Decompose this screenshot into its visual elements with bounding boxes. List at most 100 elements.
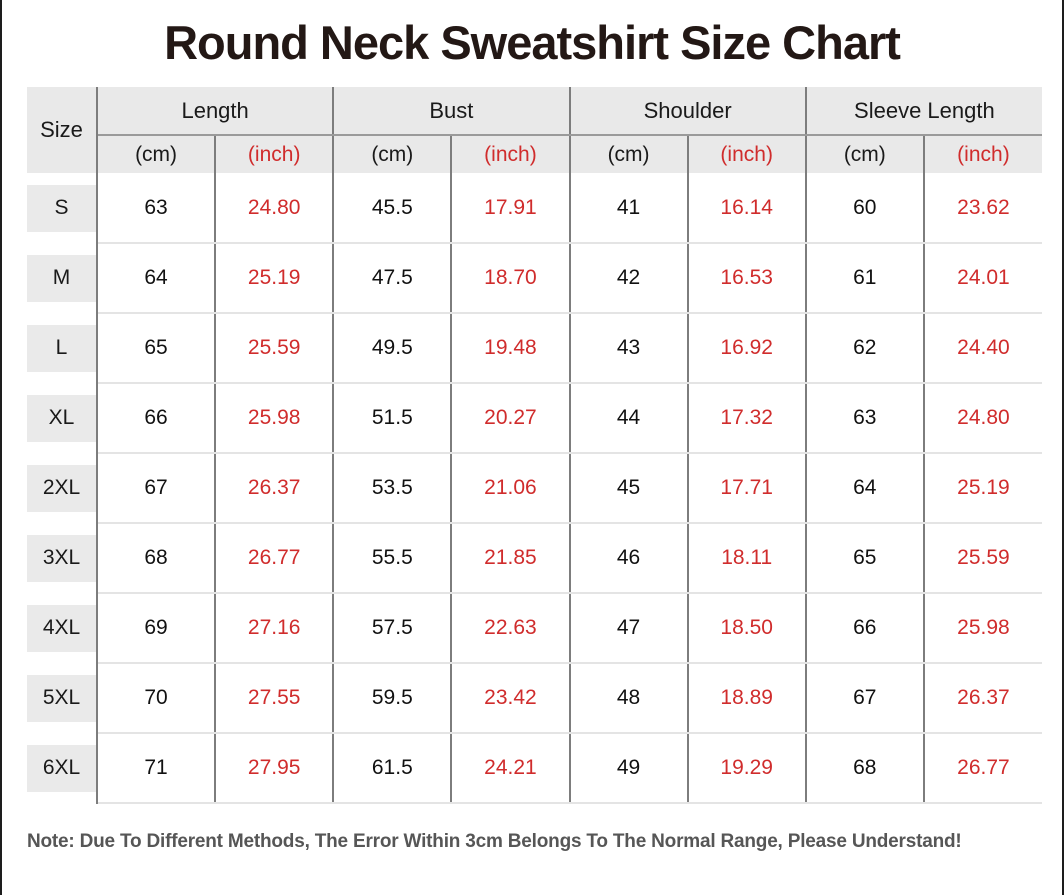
value-cell-inch: 19.48	[450, 313, 570, 385]
value-cell-cm: 44	[568, 383, 688, 455]
value-cell-inch: 26.37	[214, 453, 334, 525]
value-cell-inch: 25.98	[922, 593, 1042, 665]
page-title: Round Neck Sweatshirt Size Chart	[164, 16, 901, 69]
unit-header-bust-cm: (cm)	[332, 135, 452, 174]
unit-header-bust-inch: (inch)	[450, 135, 570, 174]
value-cell-cm: 53.5	[332, 453, 452, 525]
unit-header-length-cm: (cm)	[95, 135, 216, 174]
size-label: 4XL	[27, 604, 96, 652]
value-cell-cm: 41	[568, 173, 688, 245]
value-cell-cm: 47.5	[332, 243, 452, 315]
value-cell-cm: 67	[804, 663, 924, 735]
value-cell-inch: 16.14	[686, 173, 806, 245]
column-header-length: Length	[95, 87, 334, 137]
size-cell: 4XL	[27, 593, 98, 664]
value-cell-cm: 65	[804, 523, 924, 595]
table-row: L 65 25.59 49.5 19.48 43 16.92 62 24.40	[27, 313, 1042, 385]
table-header: Size Length Bust Shoulder Sleeve Length …	[27, 87, 1042, 174]
value-cell-inch: 21.85	[450, 523, 570, 595]
column-header-shoulder: Shoulder	[568, 87, 806, 137]
table-body: S 63 24.80 45.5 17.91 41 16.14 60 23.62 M 64 25.19 4…	[27, 173, 1042, 805]
value-cell-cm: 62	[804, 313, 924, 385]
value-cell-cm: 49	[568, 733, 688, 805]
value-cell-inch: 24.80	[214, 173, 334, 245]
column-header-size: Size	[27, 87, 98, 174]
size-cell: 2XL	[27, 453, 98, 524]
size-label: 2XL	[27, 464, 96, 512]
value-cell-cm: 66	[804, 593, 924, 665]
value-cell-inch: 24.01	[922, 243, 1042, 315]
value-cell-cm: 68	[95, 523, 216, 595]
value-cell-cm: 69	[95, 593, 216, 665]
value-cell-cm: 63	[804, 383, 924, 455]
size-label: 6XL	[27, 744, 96, 792]
size-label: 3XL	[27, 534, 96, 582]
value-cell-inch: 25.59	[922, 523, 1042, 595]
value-cell-cm: 70	[95, 663, 216, 735]
size-cell: XL	[27, 383, 98, 454]
note-text: Note: Due To Different Methods, The Erro…	[27, 831, 962, 853]
value-cell-inch: 18.70	[450, 243, 570, 315]
value-cell-cm: 48	[568, 663, 688, 735]
value-cell-inch: 17.32	[686, 383, 806, 455]
size-cell: M	[27, 243, 98, 314]
column-header-bust: Bust	[332, 87, 570, 137]
size-label: XL	[27, 394, 96, 442]
unit-header-length-inch: (inch)	[214, 135, 334, 174]
value-cell-cm: 64	[95, 243, 216, 315]
value-cell-cm: 45.5	[332, 173, 452, 245]
value-cell-inch: 16.92	[686, 313, 806, 385]
value-cell-cm: 59.5	[332, 663, 452, 735]
value-cell-cm: 46	[568, 523, 688, 595]
unit-header-sleeve-cm: (cm)	[804, 135, 924, 174]
value-cell-inch: 18.11	[686, 523, 806, 595]
size-label: S	[27, 184, 96, 232]
value-cell-cm: 45	[568, 453, 688, 525]
size-chart-table: Size Length Bust Shoulder Sleeve Length …	[27, 87, 1042, 805]
group-header-row: Size Length Bust Shoulder Sleeve Length	[27, 87, 1042, 174]
value-cell-inch: 25.59	[214, 313, 334, 385]
value-cell-inch: 19.29	[686, 733, 806, 805]
value-cell-inch: 21.06	[450, 453, 570, 525]
table-row: 6XL 71 27.95 61.5 24.21 49 19.29 68 26.77	[27, 733, 1042, 805]
value-cell-inch: 23.62	[922, 173, 1042, 245]
unit-header-sleeve-inch: (inch)	[922, 135, 1042, 174]
value-cell-inch: 25.19	[922, 453, 1042, 525]
value-cell-inch: 27.55	[214, 663, 334, 735]
table-row: S 63 24.80 45.5 17.91 41 16.14 60 23.62	[27, 173, 1042, 245]
table-row: 2XL 67 26.37 53.5 21.06 45 17.71 64 25.19	[27, 453, 1042, 525]
value-cell-inch: 27.95	[214, 733, 334, 805]
table-row: XL 66 25.98 51.5 20.27 44 17.32 63 24.80	[27, 383, 1042, 455]
value-cell-cm: 71	[95, 733, 216, 805]
value-cell-cm: 60	[804, 173, 924, 245]
value-cell-cm: 68	[804, 733, 924, 805]
value-cell-inch: 24.21	[450, 733, 570, 805]
table-row: 5XL 70 27.55 59.5 23.42 48 18.89 67 26.37	[27, 663, 1042, 735]
size-label: 5XL	[27, 674, 96, 722]
table-row: M 64 25.19 47.5 18.70 42 16.53 61 24.01	[27, 243, 1042, 315]
value-cell-cm: 61	[804, 243, 924, 315]
value-cell-cm: 66	[95, 383, 216, 455]
value-cell-cm: 47	[568, 593, 688, 665]
value-cell-inch: 25.98	[214, 383, 334, 455]
value-cell-cm: 64	[804, 453, 924, 525]
value-cell-inch: 22.63	[450, 593, 570, 665]
value-cell-inch: 25.19	[214, 243, 334, 315]
unit-header-shoulder-cm: (cm)	[568, 135, 688, 174]
unit-header-shoulder-inch: (inch)	[686, 135, 806, 174]
value-cell-inch: 18.89	[686, 663, 806, 735]
value-cell-cm: 42	[568, 243, 688, 315]
unit-header-row: (cm) (inch) (cm) (inch) (cm) (inch) (cm)…	[27, 135, 1042, 174]
value-cell-inch: 16.53	[686, 243, 806, 315]
value-cell-cm: 65	[95, 313, 216, 385]
column-header-sleeve-length: Sleeve Length	[804, 87, 1042, 137]
value-cell-cm: 61.5	[332, 733, 452, 805]
size-cell: 5XL	[27, 663, 98, 734]
size-cell: 3XL	[27, 523, 98, 594]
value-cell-cm: 57.5	[332, 593, 452, 665]
value-cell-inch: 20.27	[450, 383, 570, 455]
value-cell-inch: 24.40	[922, 313, 1042, 385]
value-cell-cm: 67	[95, 453, 216, 525]
size-cell: 6XL	[27, 733, 98, 804]
